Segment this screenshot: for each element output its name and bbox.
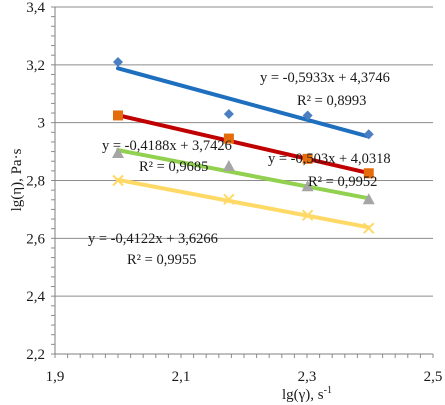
equation-label-series-1: y = -0,5933x + 4,3746 (260, 70, 390, 86)
y-tick-label: 2,4 (26, 289, 45, 305)
y-tick-label: 3,4 (26, 0, 45, 16)
x-axis-title: lg(γ), s-1 (282, 385, 332, 403)
r2-label-series-2: R² = 0,9952 (308, 174, 377, 190)
trend-line-series-2 (116, 113, 371, 176)
equation-labels: y = -0,5933x + 4,3746 R² = 0,8993 y = -0,5… (88, 70, 391, 268)
marker-series-1-point-1 (113, 56, 123, 67)
marker-series-2-point-4 (363, 168, 374, 179)
marker-series-2-point-3 (302, 153, 313, 164)
marker-series-1-point-3 (302, 110, 313, 121)
marker-series-1-point-2 (223, 108, 234, 119)
y-tick-label: 3,2 (26, 58, 45, 74)
trend-line-series-1 (116, 66, 371, 139)
marker-series-3-point-3 (301, 180, 314, 192)
r2-label-series-1: R² = 0,8993 (297, 93, 366, 109)
y-axis-title: lg(η), Pa·s (9, 148, 25, 211)
x-axis-title-text: lg(γ), s (282, 387, 324, 403)
marker-series-2-point-1 (113, 110, 123, 121)
trend-line-series-4 (116, 177, 371, 230)
equation-label-series-4: y = -0,4122x + 3,6266 (88, 231, 218, 247)
marker-series-4-point-2 (223, 193, 235, 206)
x-tick-label: 2,1 (172, 369, 191, 385)
marker-series-1-point-4 (363, 129, 374, 140)
data-markers (112, 56, 375, 234)
marker-series-4-point-4 (363, 222, 375, 234)
equation-label-series-3: y = -0,4188x + 3,7426 (102, 138, 232, 154)
x-tick-label: 1,9 (46, 369, 65, 385)
y-tick-label: 2,2 (26, 347, 45, 363)
marker-series-4-point-1 (112, 174, 124, 187)
x-tick-label: 2,5 (424, 369, 443, 385)
equation-label-series-2: y = -0,503x + 4,0318 (268, 151, 391, 167)
x-tick-label: 2,3 (298, 369, 317, 385)
axes (51, 6, 434, 358)
y-tick-label: 2,6 (26, 231, 45, 247)
trend-line-series-3 (116, 148, 371, 201)
marker-series-3-point-4 (362, 193, 375, 205)
marker-series-3-point-1 (112, 147, 124, 159)
marker-series-3-point-2 (222, 160, 235, 172)
marker-series-2-point-2 (223, 133, 234, 144)
r2-label-series-3: R² = 0,9685 (139, 159, 208, 175)
marker-series-4-point-3 (301, 209, 314, 221)
y-tick-label: 2,8 (26, 174, 45, 190)
trend-lines (116, 66, 371, 230)
y-tick-label: 3 (38, 116, 46, 132)
x-axis-title-sup: -1 (324, 385, 332, 396)
r2-label-series-4: R² = 0,9955 (127, 252, 196, 268)
tick-labels: 2,2 2,4 2,6 2,8 3 3,2 3,4 1,9 2,1 2,3 2,5 (26, 0, 442, 385)
